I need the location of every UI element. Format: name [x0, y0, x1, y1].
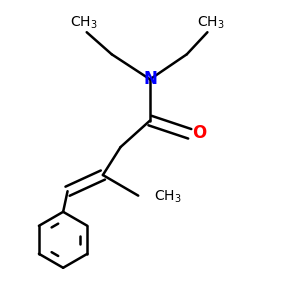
Text: CH$_3$: CH$_3$	[70, 14, 98, 31]
Text: CH$_3$: CH$_3$	[154, 189, 182, 205]
Text: N: N	[143, 70, 157, 88]
Text: O: O	[192, 124, 207, 142]
Text: CH$_3$: CH$_3$	[196, 14, 224, 31]
